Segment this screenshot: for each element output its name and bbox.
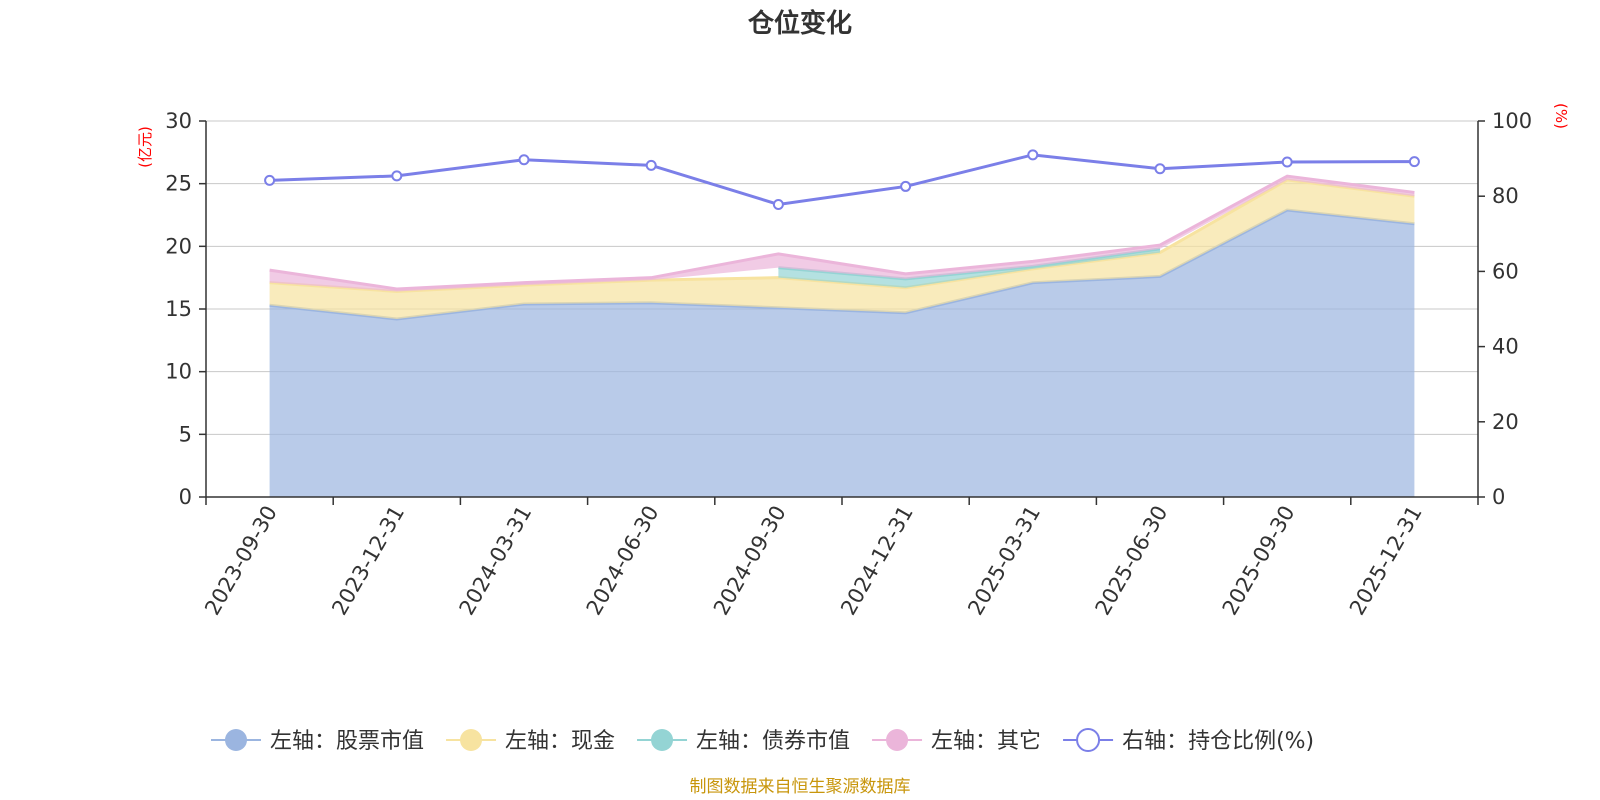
right-tick-label: 20 <box>1492 410 1519 434</box>
legend-marker <box>460 729 483 751</box>
legend-item: 左轴：债券市值 <box>637 729 850 754</box>
line-point <box>900 180 912 192</box>
line-point <box>518 154 530 166</box>
right-tick-label: 100 <box>1492 109 1532 133</box>
legend-item: 右轴：持仓比例(%) <box>1063 728 1314 754</box>
left-tick-label: 5 <box>179 422 192 446</box>
line-point <box>1281 156 1293 168</box>
line-point <box>391 170 403 182</box>
line-series <box>269 153 1415 207</box>
legend: 左轴：股票市值 左轴：现金 左轴：债券市值 左轴：其它 右轴：持仓比例(%) <box>211 728 1314 754</box>
left-tick-label: 10 <box>165 360 192 384</box>
area-3 <box>269 176 1415 292</box>
source-note: 制图数据来自恒生聚源数据库 <box>690 777 911 797</box>
legend-label: 右轴：持仓比例(%) <box>1122 729 1314 754</box>
legend-item: 左轴：现金 <box>446 729 615 754</box>
left-tick-label: 25 <box>165 172 192 196</box>
x-tick-label: 2024-03-31 <box>455 502 537 620</box>
area-0 <box>269 209 1415 497</box>
line-point <box>772 198 784 210</box>
x-tick-label: 2023-12-31 <box>327 502 409 620</box>
right-axis-unit: (%) <box>1552 103 1570 129</box>
x-tick-label: 2025-12-31 <box>1345 502 1427 620</box>
x-tick-label: 2024-09-30 <box>709 502 791 620</box>
legend-label: 左轴：债券市值 <box>696 729 850 754</box>
line-point <box>645 159 657 171</box>
plot-areas <box>269 174 1415 497</box>
x-tick-label: 2024-12-31 <box>836 502 918 620</box>
left-tick-label: 0 <box>179 485 192 509</box>
legend-label: 左轴：股票市值 <box>270 729 424 754</box>
right-tick-label: 40 <box>1492 335 1519 359</box>
legend-marker <box>651 729 674 751</box>
legend-marker <box>1076 728 1101 752</box>
legend-item: 左轴：股票市值 <box>211 729 424 754</box>
area-line-3 <box>269 174 1415 291</box>
x-tick-label: 2025-09-30 <box>1218 502 1300 620</box>
legend-label: 左轴：现金 <box>505 729 615 754</box>
right-tick-label: 0 <box>1492 485 1505 509</box>
legend-marker <box>886 729 909 751</box>
x-tick-label: 2024-06-30 <box>582 502 664 620</box>
left-tick-label: 30 <box>165 109 192 133</box>
x-tick-label: 2025-06-30 <box>1091 502 1173 620</box>
legend-item: 左轴：其它 <box>872 729 1041 754</box>
chart-title: 仓位变化 <box>747 8 852 39</box>
legend-marker <box>225 729 247 751</box>
ratio-line <box>264 149 1420 210</box>
line-point <box>1408 156 1420 168</box>
left-axis-unit: (亿元) <box>136 126 154 168</box>
line-point <box>1154 163 1166 175</box>
right-tick-label: 60 <box>1492 259 1519 283</box>
line-point <box>1027 149 1039 161</box>
line-point <box>264 174 276 186</box>
x-tick-label: 2023-09-30 <box>200 502 282 620</box>
left-tick-label: 15 <box>165 297 192 321</box>
area-2 <box>778 248 1160 288</box>
legend-label: 左轴：其它 <box>931 729 1041 754</box>
right-tick-label: 80 <box>1492 184 1519 208</box>
left-tick-label: 20 <box>165 234 192 258</box>
x-tick-label: 2025-03-31 <box>963 502 1045 620</box>
